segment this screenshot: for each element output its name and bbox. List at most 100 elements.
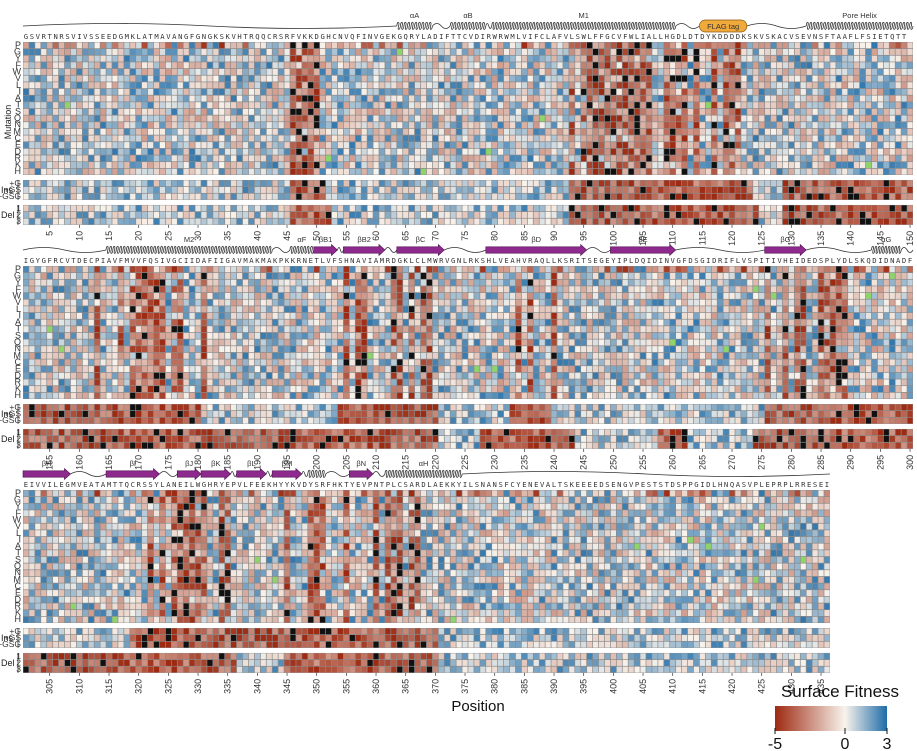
heatmap-cell bbox=[254, 279, 260, 286]
sequence-letter: V bbox=[297, 32, 302, 41]
heatmap-cell bbox=[741, 135, 747, 142]
heatmap-cell bbox=[468, 95, 474, 102]
heatmap-cell bbox=[729, 142, 735, 149]
heatmap-cell bbox=[450, 82, 456, 89]
heatmap-cell bbox=[895, 135, 901, 142]
heatmap-cell bbox=[848, 122, 854, 129]
heatmap-cell bbox=[871, 62, 878, 69]
heatmap-cell bbox=[136, 168, 142, 175]
heatmap-cell bbox=[670, 102, 676, 109]
heatmap-cell bbox=[717, 122, 723, 129]
heatmap-cell bbox=[302, 180, 308, 187]
heatmap-cell bbox=[581, 142, 587, 149]
heatmap-cell bbox=[136, 42, 142, 49]
heatmap-cell bbox=[325, 273, 332, 279]
mut-row-label: F bbox=[16, 60, 22, 70]
heatmap-cell bbox=[877, 102, 883, 109]
sequence-letter: Y bbox=[837, 256, 842, 265]
heatmap-cell bbox=[658, 88, 664, 95]
heatmap-cell bbox=[58, 115, 65, 122]
heatmap-cell bbox=[82, 88, 88, 95]
heatmap-cell bbox=[705, 205, 711, 212]
heatmap-cell bbox=[225, 273, 231, 279]
heatmap-cell bbox=[658, 193, 664, 200]
heatmap-cell bbox=[622, 155, 628, 162]
heatmap-cell bbox=[23, 155, 29, 162]
heatmap-cell bbox=[236, 162, 243, 168]
heatmap-cell bbox=[76, 273, 82, 279]
heatmap-cell bbox=[76, 135, 82, 142]
heatmap-cell bbox=[581, 128, 587, 135]
heatmap-cell bbox=[320, 142, 326, 149]
heatmap-cell bbox=[474, 95, 480, 102]
heatmap-cell bbox=[76, 279, 82, 286]
heatmap-cell bbox=[320, 115, 326, 122]
sequence-letter: V bbox=[671, 256, 676, 265]
heatmap-cell bbox=[806, 279, 812, 286]
heatmap-cell bbox=[420, 68, 427, 75]
sequence-letter: A bbox=[552, 32, 557, 41]
heatmap-cell bbox=[266, 148, 272, 155]
heatmap-cell bbox=[729, 102, 735, 109]
heatmap-cell bbox=[509, 95, 516, 102]
heatmap-cell bbox=[735, 135, 741, 142]
heatmap-cell bbox=[153, 108, 160, 115]
heatmap-cell bbox=[195, 75, 201, 82]
heatmap-cell bbox=[533, 148, 539, 155]
heatmap-cell bbox=[545, 193, 551, 200]
heatmap-cell bbox=[82, 62, 88, 69]
sequence-letter: M bbox=[427, 256, 432, 265]
heatmap-cell bbox=[806, 142, 812, 149]
heatmap-cell bbox=[94, 142, 100, 149]
heatmap-cell bbox=[818, 187, 824, 193]
heatmap-cell bbox=[159, 122, 166, 129]
heatmap-cell bbox=[782, 211, 789, 218]
heatmap-cell bbox=[118, 49, 124, 55]
heatmap-cell bbox=[242, 148, 249, 155]
heatmap-cell bbox=[854, 82, 860, 89]
sequence-letter: R bbox=[528, 256, 533, 265]
heatmap-cell bbox=[646, 218, 652, 225]
heatmap-cell bbox=[403, 155, 409, 162]
heatmap-cell bbox=[848, 88, 854, 95]
heatmap-cell bbox=[664, 55, 670, 62]
sequence-letter: G bbox=[380, 32, 384, 41]
heatmap-cell bbox=[64, 142, 71, 149]
heatmap-cell bbox=[355, 122, 361, 129]
heatmap-cell bbox=[349, 218, 355, 225]
heatmap-cell bbox=[403, 142, 409, 149]
heatmap-cell bbox=[219, 62, 225, 69]
heatmap-cell bbox=[266, 180, 272, 187]
heatmap-cell bbox=[118, 187, 124, 193]
heatmap-cell bbox=[818, 95, 824, 102]
heatmap-cell bbox=[527, 62, 533, 69]
mut-row-label: W bbox=[13, 66, 22, 76]
heatmap-cell bbox=[681, 266, 688, 273]
heatmap-cell bbox=[527, 115, 533, 122]
heatmap-cell bbox=[171, 205, 177, 212]
heatmap-cell bbox=[76, 102, 82, 109]
heatmap-cell bbox=[676, 102, 682, 109]
heatmap-cell bbox=[343, 128, 349, 135]
heatmap-cell bbox=[213, 155, 219, 162]
heatmap-cell bbox=[729, 122, 735, 129]
heatmap-cell bbox=[895, 211, 901, 218]
heatmap-cell bbox=[818, 193, 824, 200]
heatmap-cell bbox=[770, 115, 777, 122]
heatmap-cell bbox=[664, 122, 670, 129]
sequence-letter: S bbox=[587, 256, 591, 265]
heatmap-cell bbox=[438, 122, 444, 129]
heatmap-cell bbox=[877, 266, 883, 273]
heatmap-cell bbox=[409, 122, 415, 129]
heatmap-cell bbox=[302, 95, 308, 102]
heatmap-cell bbox=[444, 135, 450, 142]
heatmap-cell bbox=[551, 162, 557, 168]
heatmap-cell bbox=[397, 142, 403, 149]
heatmap-cell bbox=[681, 193, 688, 200]
heatmap-cell bbox=[551, 55, 557, 62]
heatmap-cell bbox=[112, 62, 118, 69]
heatmap-cell bbox=[759, 102, 765, 109]
heatmap-cell bbox=[296, 88, 302, 95]
heatmap-cell bbox=[242, 62, 249, 69]
heatmap-cell bbox=[515, 88, 522, 95]
